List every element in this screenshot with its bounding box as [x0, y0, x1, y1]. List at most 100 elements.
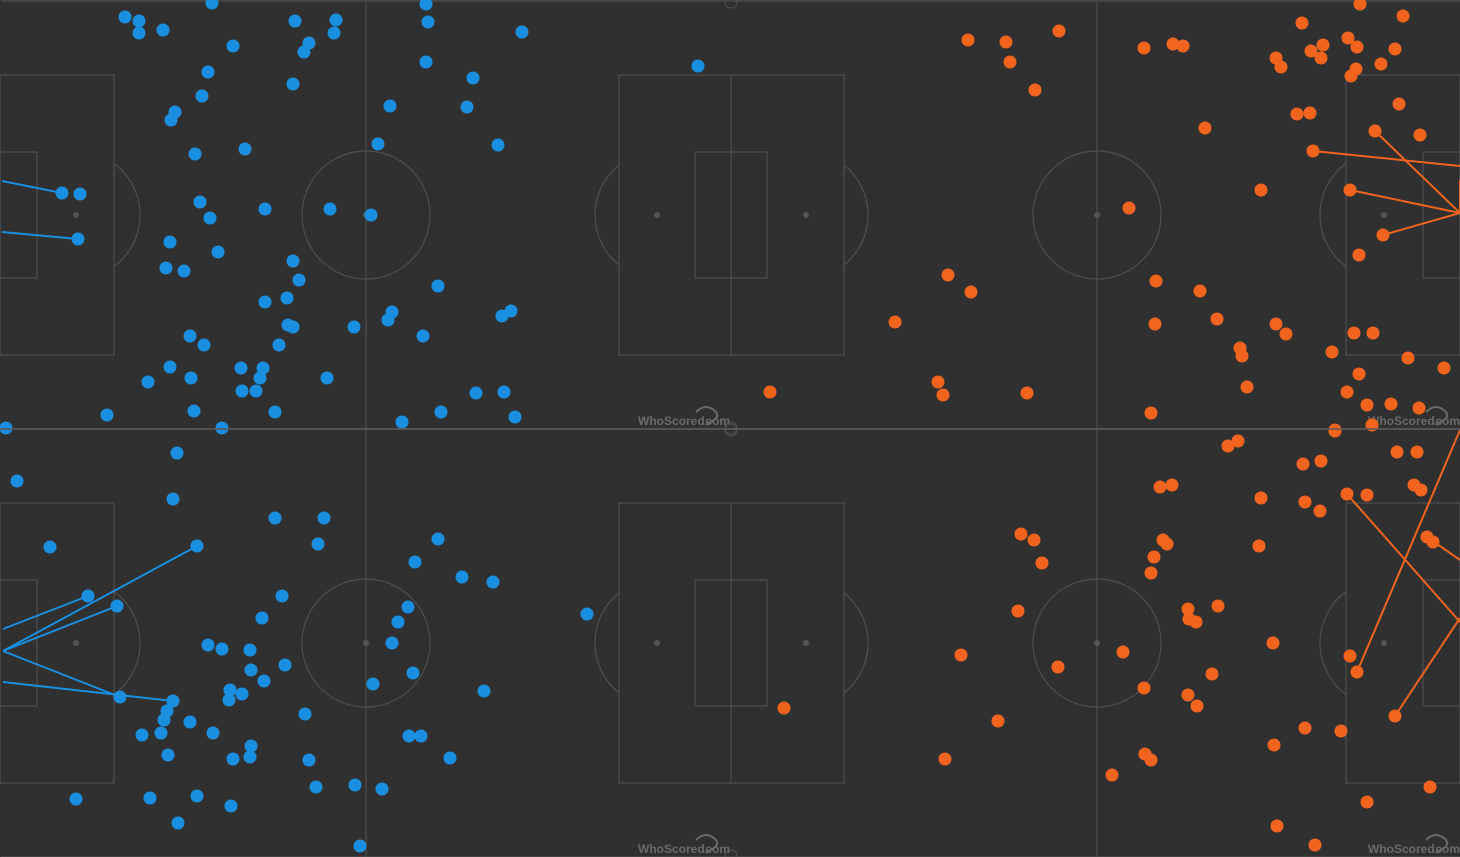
away-event-marker — [1254, 491, 1268, 505]
home-event-marker — [238, 142, 252, 156]
away-event-marker — [1122, 201, 1136, 215]
middle-right-penalty-arc — [843, 592, 869, 694]
home-event-marker — [201, 638, 215, 652]
away-event-marker — [1340, 385, 1354, 399]
home-event-marker — [163, 235, 177, 249]
left-penalty-box — [0, 502, 115, 784]
away-event-marker — [1316, 38, 1330, 52]
away-event-marker — [1205, 667, 1219, 681]
home-event-markers — [0, 0, 705, 435]
home-event-marker — [10, 474, 24, 488]
middle-left-penalty-arc — [594, 164, 620, 266]
home-event-marker — [421, 15, 435, 29]
home-event-marker — [364, 208, 378, 222]
middle-left-penalty-spot — [654, 212, 660, 218]
home-event-marker — [43, 540, 57, 554]
away-event-marker — [1166, 37, 1180, 51]
home-event-marker — [258, 202, 272, 216]
away-event-marker — [1295, 16, 1309, 30]
away-event-marker — [1366, 326, 1380, 340]
left-centre-circle — [301, 578, 431, 708]
away-event-marker — [1352, 248, 1366, 262]
right-centre-circle — [1032, 578, 1162, 708]
whoscored-logo-icon — [695, 406, 719, 426]
home-event-marker — [234, 361, 248, 375]
home-event-marker — [497, 385, 511, 399]
home-event-marker — [280, 291, 294, 305]
home-event-marker — [495, 309, 509, 323]
left-six-yard-box — [0, 151, 38, 279]
away-event-marker — [1160, 537, 1174, 551]
home-event-markers — [10, 446, 594, 853]
home-event-marker — [244, 739, 258, 753]
home-event-marker — [311, 537, 325, 551]
away-event-marker — [936, 388, 950, 402]
home-pass-line — [2, 545, 198, 652]
home-event-marker — [402, 729, 416, 743]
home-event-marker — [161, 748, 175, 762]
away-event-marker — [1270, 819, 1284, 833]
home-event-marker — [188, 147, 202, 161]
home-event-marker — [278, 658, 292, 672]
whoscored-brand-suffix: .com — [702, 414, 730, 428]
away-pass-line — [1374, 130, 1460, 214]
away-event-marker — [1396, 9, 1410, 23]
right-centre-spot — [1094, 212, 1100, 218]
right-penalty-arc — [1319, 163, 1347, 267]
middle-left-penalty-arc — [594, 592, 620, 694]
away-event-marker — [1334, 724, 1348, 738]
home-event-marker — [243, 643, 257, 657]
away-event-marker — [1254, 183, 1268, 197]
home-pass-line — [2, 595, 89, 630]
away-pass-line — [1349, 189, 1460, 214]
home-event-marker — [71, 232, 85, 246]
home-event-marker — [486, 575, 500, 589]
home-event-marker — [249, 384, 263, 398]
home-pass-line — [2, 605, 118, 652]
home-event-marker — [156, 23, 170, 37]
away-event-marker — [1147, 550, 1161, 564]
home-event-marker — [366, 677, 380, 691]
home-event-marker — [419, 0, 433, 11]
home-event-marker — [395, 415, 409, 429]
home-event-marker — [419, 55, 433, 69]
home-event-marker — [235, 384, 249, 398]
away-event-marker — [1341, 31, 1355, 45]
home-pass-line — [1, 231, 79, 240]
home-pass-line — [2, 681, 174, 702]
right-penalty-box — [1345, 74, 1460, 356]
right-centre-circle — [1032, 150, 1162, 280]
home-event-marker — [100, 408, 114, 422]
away-event-marker — [1423, 780, 1437, 794]
left-penalty-box — [0, 74, 115, 356]
home-event-marker — [163, 360, 177, 374]
home-event-marker — [302, 753, 316, 767]
home-event-marker — [401, 600, 415, 614]
away-event-marker — [763, 385, 777, 399]
home-event-marker — [170, 446, 184, 460]
right-penalty-box — [1345, 502, 1460, 784]
home-event-marker — [201, 65, 215, 79]
home-event-marker — [297, 45, 311, 59]
home-event-marker — [222, 693, 236, 707]
middle-left-penalty-spot — [654, 640, 660, 646]
home-event-marker — [281, 318, 295, 332]
home-event-marker — [469, 386, 483, 400]
right-penalty-spot — [1381, 640, 1387, 646]
away-event-marker — [1414, 483, 1428, 497]
home-event-marker — [286, 254, 300, 268]
away-event-marker — [1303, 106, 1317, 120]
away-event-marker — [1035, 556, 1049, 570]
away-event-marker — [1313, 504, 1327, 518]
home-event-marker — [353, 839, 367, 853]
home-event-marker — [73, 187, 87, 201]
home-event-marker — [224, 799, 238, 813]
away-event-marker — [964, 285, 978, 299]
pitch-panel-2: WhoScored.com WhoScored.com — [0, 423, 1460, 857]
away-event-marker — [1314, 51, 1328, 65]
away-event-marker — [1267, 738, 1281, 752]
whoscored-brand-text: WhoScored — [1368, 842, 1435, 856]
away-event-marker — [1149, 274, 1163, 288]
home-event-marker — [477, 684, 491, 698]
home-event-marker — [298, 707, 312, 721]
